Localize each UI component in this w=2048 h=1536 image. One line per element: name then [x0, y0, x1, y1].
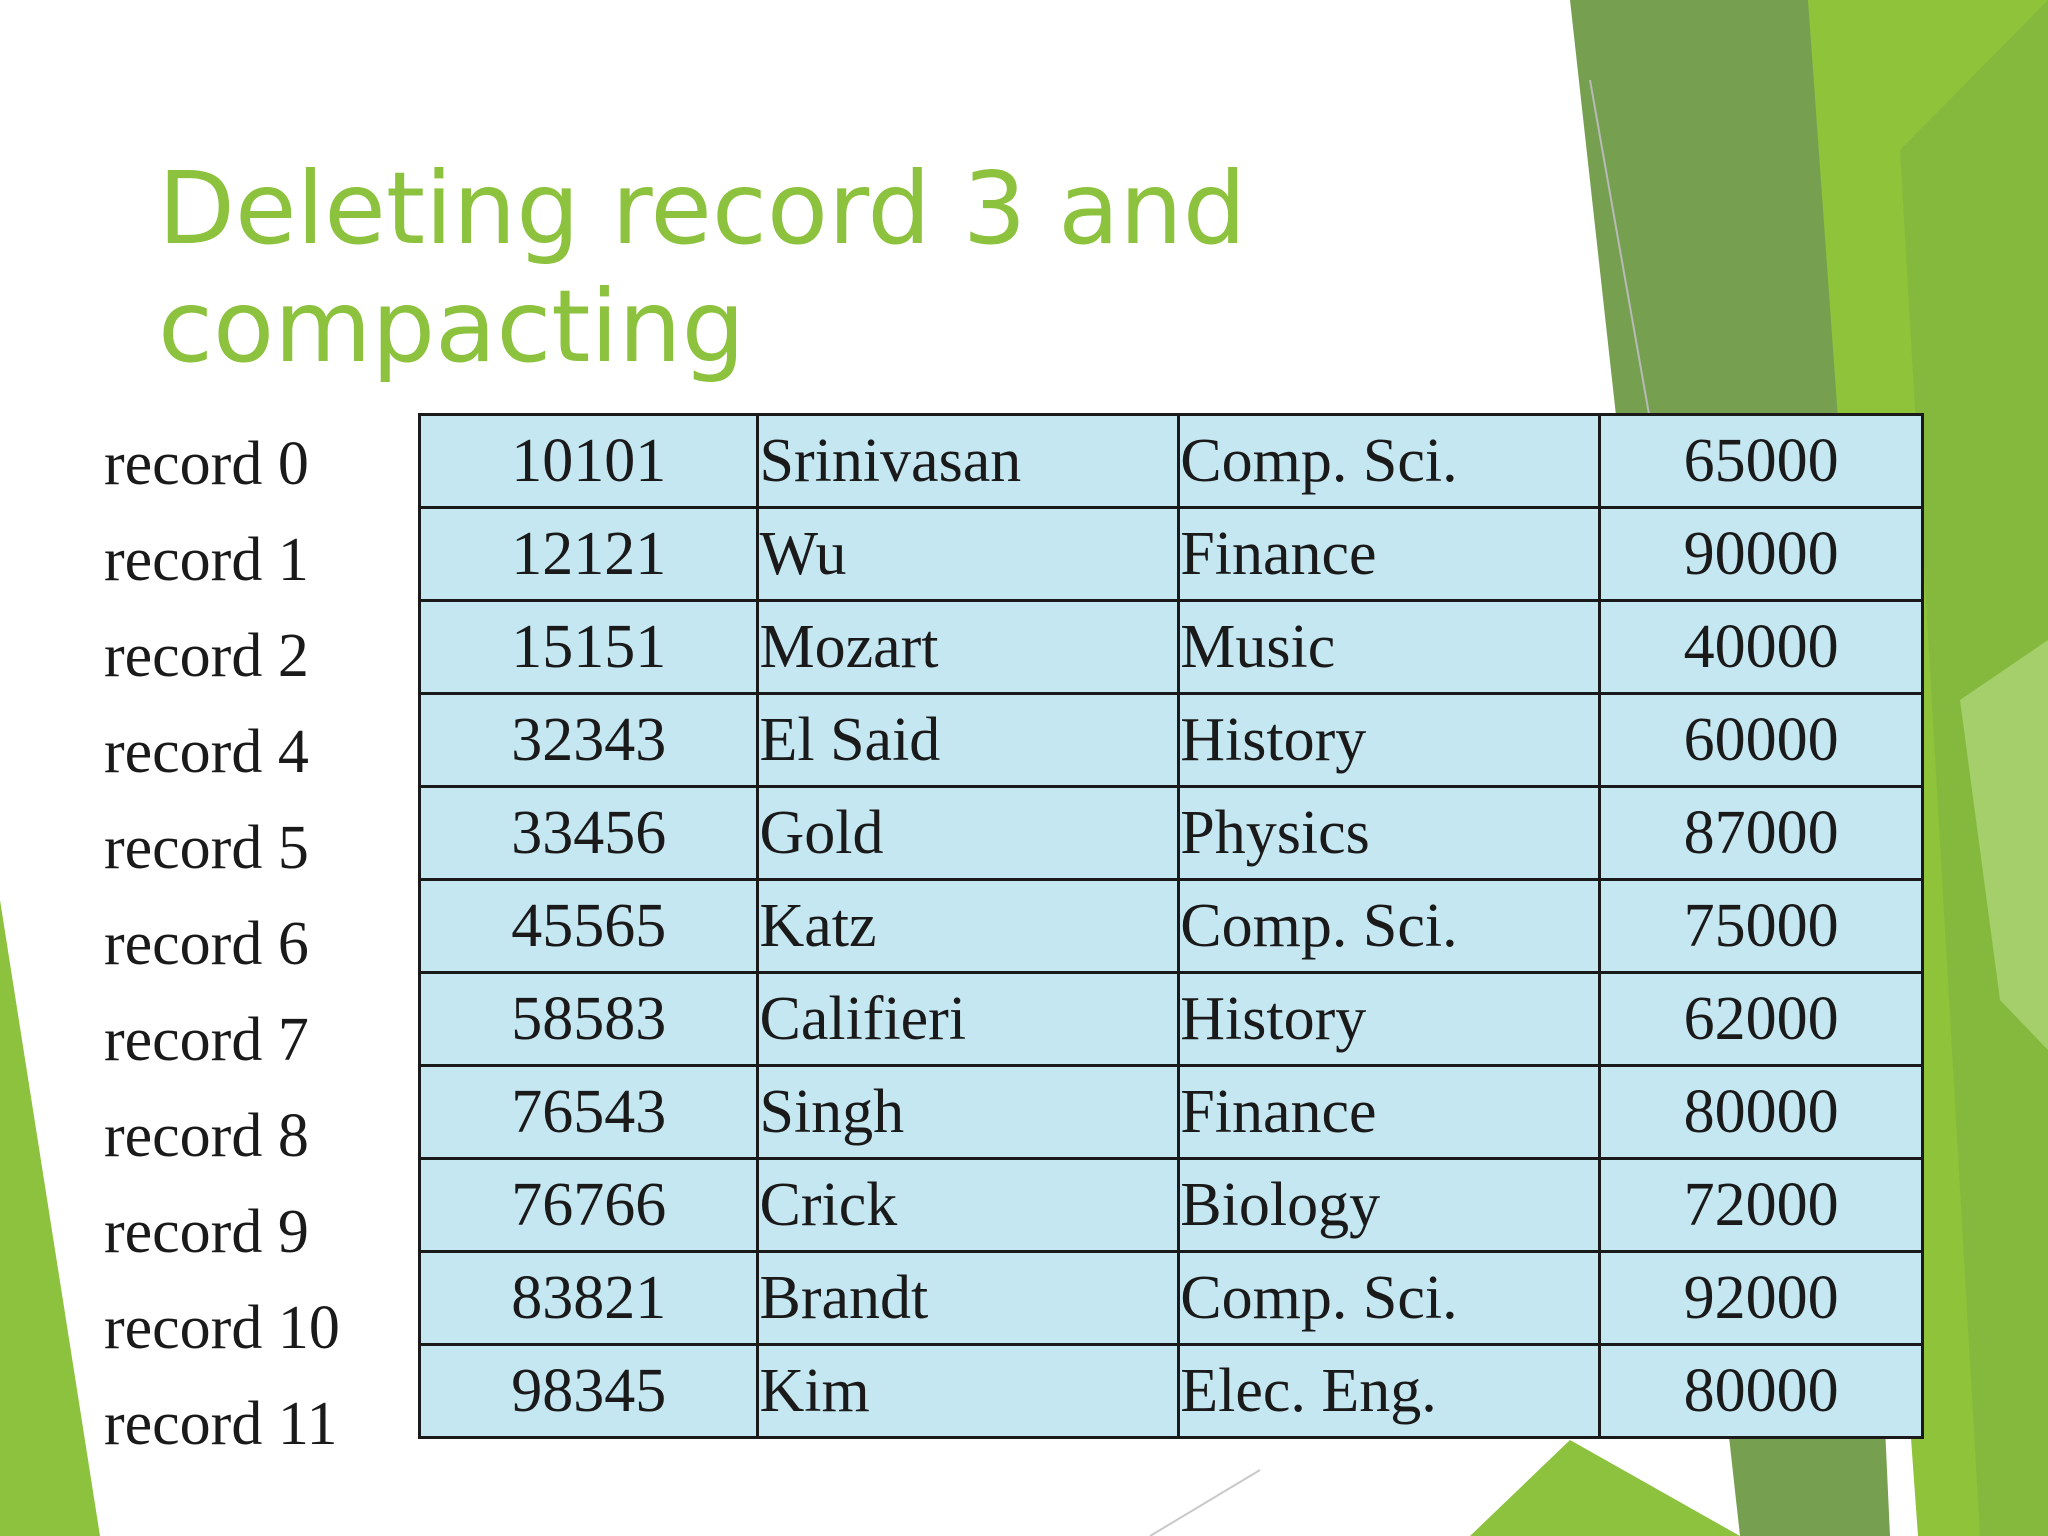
salary-cell: 80000 — [1598, 1064, 1924, 1160]
salary-cell: 40000 — [1598, 599, 1924, 695]
slide-title: Deleting record 3 and compacting — [158, 150, 1458, 386]
id-cell: 76766 — [417, 1157, 760, 1253]
record-label: record 1 — [104, 526, 309, 594]
dept-cell: Biology — [1177, 1157, 1602, 1253]
id-cell: 45565 — [417, 878, 760, 974]
record-label: record 10 — [104, 1294, 340, 1362]
table-row: 45565 Katz Comp. Sci. 75000 — [417, 878, 1924, 974]
name-cell: Singh — [756, 1064, 1181, 1160]
dept-cell: Physics — [1177, 785, 1602, 881]
record-file-table: 10101 Srinivasan Comp. Sci. 65000 12121 … — [417, 413, 1924, 1439]
record-label-column: record 0 record 1 record 2 record 4 reco… — [104, 416, 414, 1472]
record-label: record 7 — [104, 1006, 309, 1074]
salary-cell: 92000 — [1598, 1250, 1924, 1346]
bottom-right-green-wedge — [1470, 1440, 1740, 1536]
salary-cell: 75000 — [1598, 878, 1924, 974]
dept-cell: Comp. Sci. — [1177, 1250, 1602, 1346]
id-cell: 15151 — [417, 599, 760, 695]
table-row: 15151 Mozart Music 40000 — [417, 599, 1924, 695]
id-cell: 83821 — [417, 1250, 760, 1346]
salary-cell: 60000 — [1598, 692, 1924, 788]
record-label: record 11 — [104, 1390, 338, 1458]
table-row: 98345 Kim Elec. Eng. 80000 — [417, 1343, 1924, 1439]
name-cell: Brandt — [756, 1250, 1181, 1346]
record-label: record 9 — [104, 1198, 309, 1266]
name-cell: Kim — [756, 1343, 1181, 1439]
salary-cell: 80000 — [1598, 1343, 1924, 1439]
name-cell: Mozart — [756, 599, 1181, 695]
salary-cell: 87000 — [1598, 785, 1924, 881]
record-label: record 0 — [104, 430, 309, 498]
record-label: record 6 — [104, 910, 309, 978]
name-cell: Katz — [756, 878, 1181, 974]
id-cell: 58583 — [417, 971, 760, 1067]
table-row: 10101 Srinivasan Comp. Sci. 65000 — [417, 413, 1924, 509]
record-label: record 4 — [104, 718, 309, 786]
name-cell: El Said — [756, 692, 1181, 788]
id-cell: 10101 — [417, 413, 760, 509]
record-label: record 2 — [104, 622, 309, 690]
name-cell: Srinivasan — [756, 413, 1181, 509]
salary-cell: 90000 — [1598, 506, 1924, 602]
dept-cell: Finance — [1177, 506, 1602, 602]
dept-cell: History — [1177, 971, 1602, 1067]
id-cell: 98345 — [417, 1343, 760, 1439]
salary-cell: 72000 — [1598, 1157, 1924, 1253]
dept-cell: Comp. Sci. — [1177, 878, 1602, 974]
left-green-wedge — [0, 900, 100, 1536]
table-row: 83821 Brandt Comp. Sci. 92000 — [417, 1250, 1924, 1346]
table-row: 33456 Gold Physics 87000 — [417, 785, 1924, 881]
dept-cell: Comp. Sci. — [1177, 413, 1602, 509]
salary-cell: 65000 — [1598, 413, 1924, 509]
record-label: record 5 — [104, 814, 309, 882]
dept-cell: History — [1177, 692, 1602, 788]
id-cell: 76543 — [417, 1064, 760, 1160]
name-cell: Califieri — [756, 971, 1181, 1067]
id-cell: 33456 — [417, 785, 760, 881]
table-row: 32343 El Said History 60000 — [417, 692, 1924, 788]
dept-cell: Elec. Eng. — [1177, 1343, 1602, 1439]
name-cell: Wu — [756, 506, 1181, 602]
dept-cell: Music — [1177, 599, 1602, 695]
thin-bottom-line — [1149, 1469, 1261, 1536]
record-label: record 8 — [104, 1102, 309, 1170]
table-row: 76766 Crick Biology 72000 — [417, 1157, 1924, 1253]
table-row: 58583 Califieri History 62000 — [417, 971, 1924, 1067]
slide-title-line-1: Deleting record 3 and — [158, 150, 1247, 267]
thin-accent-line — [1589, 79, 1651, 421]
salary-cell: 62000 — [1598, 971, 1924, 1067]
table-row: 76543 Singh Finance 80000 — [417, 1064, 1924, 1160]
table-row: 12121 Wu Finance 90000 — [417, 506, 1924, 602]
name-cell: Crick — [756, 1157, 1181, 1253]
right-pale-accent — [1960, 640, 2048, 1050]
dept-cell: Finance — [1177, 1064, 1602, 1160]
id-cell: 32343 — [417, 692, 760, 788]
slide-title-line-2: compacting — [158, 268, 746, 385]
id-cell: 12121 — [417, 506, 760, 602]
name-cell: Gold — [756, 785, 1181, 881]
